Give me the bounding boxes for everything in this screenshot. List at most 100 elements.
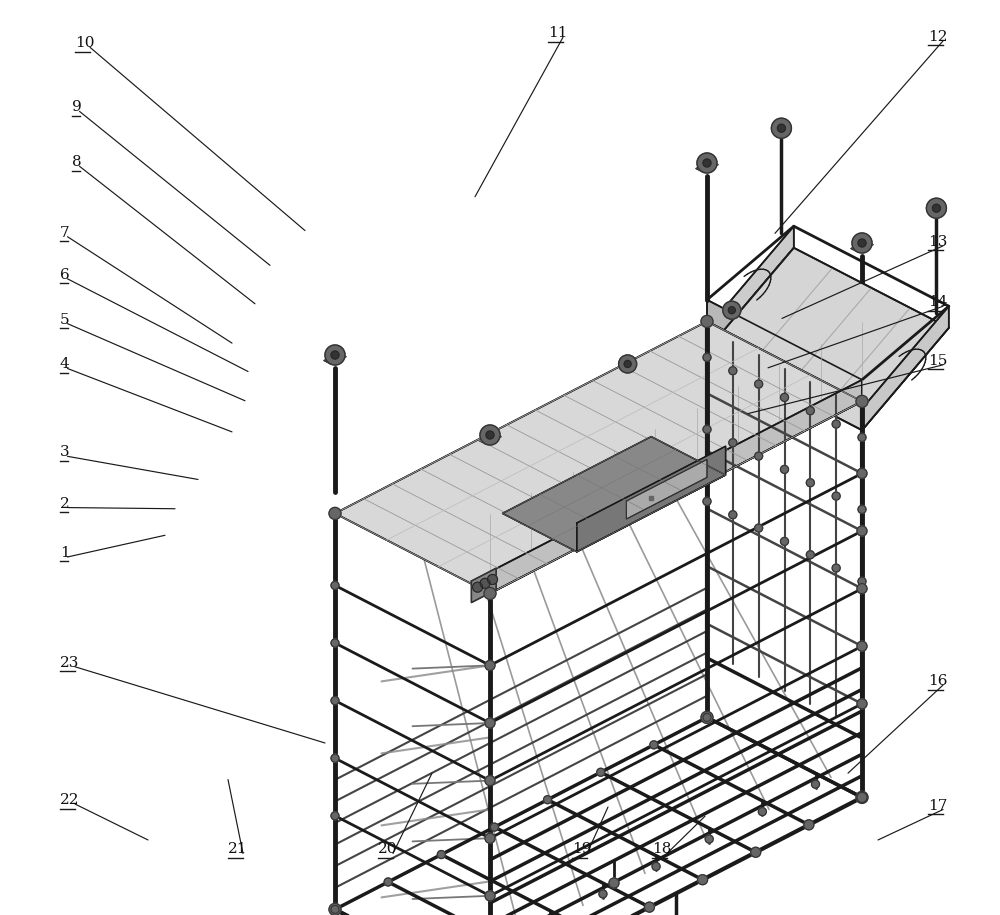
Circle shape [480,578,490,588]
Circle shape [701,711,713,724]
Polygon shape [696,161,718,172]
Text: 8: 8 [72,156,82,169]
Circle shape [751,847,761,857]
Text: 7: 7 [60,226,70,240]
Text: 2: 2 [60,497,70,511]
Text: 18: 18 [652,843,671,856]
Circle shape [480,425,500,445]
Circle shape [331,581,339,589]
Circle shape [597,769,605,776]
Circle shape [804,820,814,830]
Circle shape [544,796,552,803]
Circle shape [702,713,712,723]
Text: 13: 13 [928,235,947,249]
Circle shape [331,696,339,705]
Circle shape [698,875,708,885]
Circle shape [858,700,866,708]
Circle shape [780,537,788,545]
Circle shape [729,367,737,375]
Text: 12: 12 [928,30,948,44]
Circle shape [857,792,867,802]
Text: 4: 4 [60,358,70,371]
Circle shape [486,431,494,439]
Circle shape [701,316,713,328]
Circle shape [331,754,339,762]
Circle shape [856,395,868,407]
Circle shape [329,903,341,915]
Circle shape [755,452,763,460]
Circle shape [644,902,654,912]
Circle shape [330,904,340,914]
Circle shape [609,878,619,888]
Polygon shape [577,447,726,552]
Circle shape [703,714,711,721]
Circle shape [325,345,345,365]
Circle shape [697,153,717,173]
Circle shape [703,498,711,505]
Polygon shape [471,568,496,603]
Text: 5: 5 [60,313,70,327]
Polygon shape [862,307,949,430]
Circle shape [331,812,339,820]
Text: 9: 9 [72,101,82,114]
Circle shape [728,307,735,314]
Circle shape [812,780,820,788]
Circle shape [858,469,866,478]
Polygon shape [707,248,949,430]
Circle shape [832,492,840,501]
Circle shape [856,791,868,803]
Circle shape [652,863,660,870]
Circle shape [857,526,867,536]
Circle shape [703,425,711,434]
Text: 11: 11 [548,27,568,40]
Circle shape [485,776,495,786]
Circle shape [858,505,866,513]
Circle shape [858,527,866,535]
Text: 15: 15 [928,354,947,368]
Polygon shape [502,436,726,552]
Circle shape [858,434,866,441]
Polygon shape [851,241,873,253]
Circle shape [858,577,866,586]
Text: 3: 3 [60,446,70,459]
Text: 1: 1 [60,546,70,560]
Polygon shape [324,353,346,364]
Text: 17: 17 [928,799,947,813]
Circle shape [932,204,940,212]
Text: 6: 6 [60,268,70,282]
Circle shape [858,642,866,651]
Circle shape [858,585,866,593]
Circle shape [858,239,866,247]
Text: 16: 16 [928,674,948,688]
Circle shape [755,524,763,532]
Polygon shape [707,300,862,402]
Circle shape [599,890,607,898]
Text: 10: 10 [75,37,94,50]
Circle shape [485,891,495,900]
Polygon shape [626,459,707,519]
Circle shape [487,575,497,585]
Polygon shape [335,321,862,594]
Circle shape [437,851,445,858]
Circle shape [780,466,788,473]
Polygon shape [490,380,862,594]
Text: 19: 19 [572,843,592,856]
Circle shape [758,808,766,815]
Circle shape [780,393,788,402]
Circle shape [832,564,840,572]
Circle shape [771,118,791,138]
Circle shape [490,824,498,831]
Circle shape [703,159,711,167]
Circle shape [857,641,867,651]
Text: 14: 14 [928,296,948,309]
Circle shape [857,792,867,802]
Circle shape [624,361,631,368]
Circle shape [777,124,785,132]
Circle shape [926,199,946,218]
Polygon shape [479,433,501,445]
Circle shape [384,878,392,886]
Circle shape [723,301,741,319]
Circle shape [703,353,711,361]
Circle shape [619,355,637,373]
Circle shape [331,639,339,647]
